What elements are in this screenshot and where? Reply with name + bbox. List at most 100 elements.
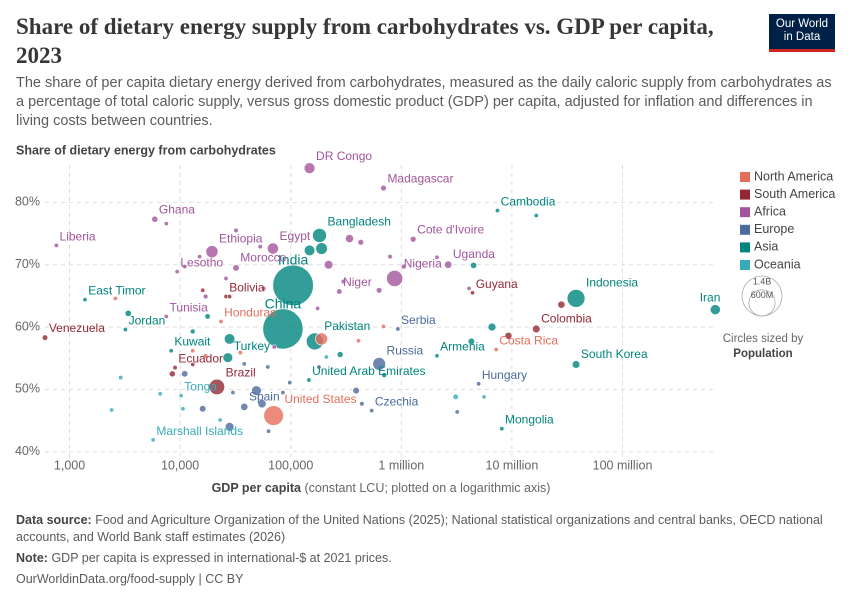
point	[336, 288, 343, 295]
point-label: India	[278, 252, 309, 268]
point-label: South Korea	[581, 347, 648, 361]
point-label: Uganda	[453, 247, 495, 261]
point	[109, 407, 115, 413]
point	[223, 333, 236, 345]
point	[233, 227, 239, 234]
point	[197, 254, 203, 260]
point	[190, 361, 196, 367]
point	[118, 375, 124, 381]
point	[224, 422, 235, 432]
point	[493, 347, 499, 353]
point	[163, 313, 169, 319]
point-label: Marshall Islands	[156, 424, 243, 438]
point	[434, 353, 440, 359]
point	[257, 244, 263, 250]
point	[499, 426, 505, 432]
point	[323, 354, 329, 360]
footer: Data source: Food and Agriculture Organi…	[16, 512, 836, 592]
legend-swatch	[740, 242, 750, 253]
point	[163, 221, 169, 227]
legend-label: North America	[754, 169, 833, 183]
point	[387, 254, 393, 260]
point-label: Russia	[387, 344, 424, 358]
x-tick-label: 10,000	[161, 458, 199, 472]
point	[352, 387, 360, 395]
y-tick-label: 40%	[15, 444, 40, 458]
point-label: United Arab Emirates	[312, 364, 425, 378]
point-label: Ethiopia	[219, 232, 263, 246]
point	[709, 304, 721, 316]
point	[409, 235, 417, 243]
point-label: Hungary	[482, 368, 527, 382]
point-label: Ghana	[159, 202, 195, 216]
point-label: DR Congo	[316, 149, 372, 163]
point	[151, 215, 159, 223]
point	[504, 331, 513, 340]
url[interactable]: OurWorldinData.org/food-supply | CC BY	[16, 572, 244, 586]
size-legend-title: Circles sized by	[723, 333, 804, 345]
point	[380, 184, 387, 192]
point	[316, 364, 322, 370]
point	[223, 275, 229, 281]
point-label: Honduras	[224, 305, 276, 319]
point-label: Serbia	[401, 313, 436, 327]
point	[150, 437, 156, 443]
point	[557, 300, 566, 309]
size-legend-circle	[748, 289, 776, 317]
x-tick-label: 10 million	[486, 458, 539, 472]
point	[315, 242, 328, 255]
point	[168, 370, 176, 378]
point	[400, 263, 407, 270]
point-label: Pakistan	[324, 319, 370, 333]
point	[532, 324, 541, 334]
point	[381, 372, 388, 378]
logo[interactable]: Our World in Data	[769, 14, 835, 52]
point	[434, 254, 440, 260]
point	[182, 264, 188, 270]
point	[124, 309, 132, 317]
subtitle: The share of per capita dietary energy d…	[16, 75, 832, 129]
logo-line: Our World	[775, 18, 829, 30]
note: Note: GDP per capita is expressed in int…	[16, 550, 836, 567]
point-label: Ecuador	[178, 352, 223, 366]
point	[203, 353, 209, 359]
point-label: Nigeria	[404, 257, 442, 271]
source-text: Food and Agriculture Organization of the…	[16, 513, 823, 544]
point-label: Lesotho	[180, 256, 223, 270]
point-label: China	[265, 296, 302, 312]
point	[336, 351, 344, 358]
point	[237, 350, 243, 356]
point-label: Liberia	[60, 229, 96, 243]
point	[189, 328, 196, 335]
point-label: Armenia	[440, 340, 485, 354]
point	[266, 428, 272, 434]
point	[345, 234, 354, 244]
x-axis-title-main: GDP per capita	[212, 481, 302, 495]
point	[240, 402, 249, 411]
point	[168, 348, 174, 354]
note-text: GDP per capita is expressed in internati…	[51, 551, 392, 565]
point	[265, 364, 271, 370]
point	[315, 305, 321, 311]
point	[172, 365, 178, 371]
point-label: Czechia	[375, 395, 419, 409]
point-label: Colombia	[541, 311, 592, 325]
point	[312, 228, 327, 243]
point	[306, 377, 312, 383]
point	[566, 289, 586, 308]
point-label: Cote d'Ivoire	[417, 222, 484, 236]
point	[375, 287, 383, 294]
point	[476, 381, 482, 387]
point	[180, 406, 186, 412]
point	[369, 408, 375, 414]
point	[122, 327, 128, 333]
legend-label: Africa	[754, 204, 786, 218]
point	[41, 334, 49, 341]
logo-line: in Data	[783, 31, 821, 43]
point	[262, 308, 304, 350]
x-axis-title-note: (constant LCU; plotted on a logarithmic …	[304, 481, 550, 495]
point	[481, 394, 487, 400]
point	[469, 290, 475, 296]
point	[340, 278, 347, 285]
point-label: Tunisia	[170, 300, 209, 314]
